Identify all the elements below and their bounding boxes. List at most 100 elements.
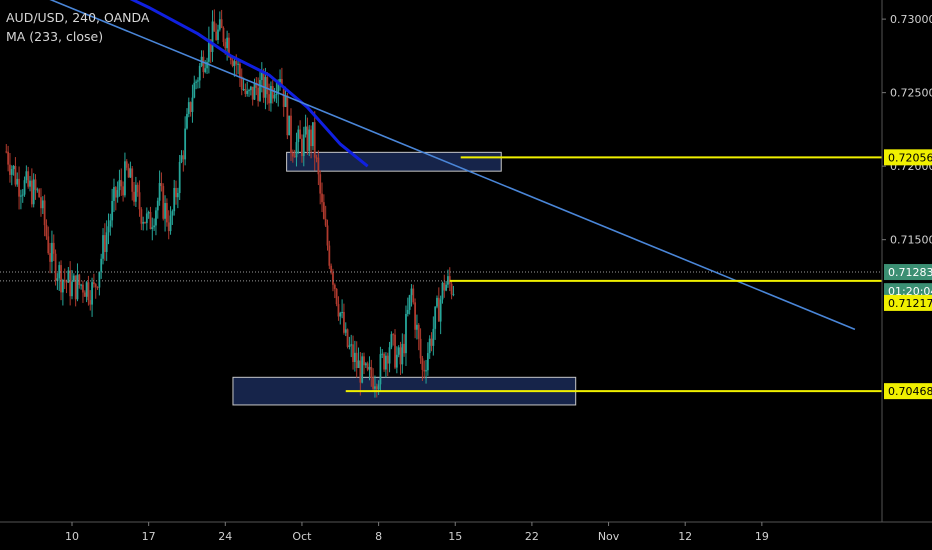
candle-body xyxy=(120,180,123,187)
candle-body xyxy=(129,168,132,178)
candle-body xyxy=(91,282,93,305)
candle-body xyxy=(38,189,41,198)
candle-body xyxy=(406,309,409,314)
candle-body xyxy=(178,161,181,194)
candle-body xyxy=(107,226,110,233)
candle-body xyxy=(412,288,415,303)
candle-body xyxy=(76,274,79,300)
candle-body xyxy=(364,363,367,366)
candle-body xyxy=(27,171,30,187)
candle-body xyxy=(312,122,314,147)
symbol-title[interactable]: AUD/USD, 240, OANDA xyxy=(6,10,150,25)
candle-body xyxy=(93,282,95,285)
trend-line xyxy=(49,0,856,331)
candle-body xyxy=(377,384,380,390)
candle-body xyxy=(295,142,298,158)
candle-body xyxy=(279,78,281,83)
candle-body xyxy=(399,347,402,365)
zones-layer xyxy=(232,151,577,406)
chart-legend: AUD/USD, 240, OANDA MA (233, close) xyxy=(6,8,149,46)
candle-body xyxy=(237,63,239,65)
candle-body xyxy=(322,202,325,219)
zone-rect-0 xyxy=(286,151,502,172)
candle-body xyxy=(417,324,420,339)
candle-body xyxy=(443,282,446,291)
candle-body xyxy=(368,366,371,370)
candle-body xyxy=(288,115,291,136)
candle-body xyxy=(383,353,385,370)
candle-body xyxy=(145,213,148,224)
candle-body xyxy=(321,193,323,203)
x-tick-label-6: 22 xyxy=(525,530,539,543)
candle-body xyxy=(215,31,218,40)
candle-body xyxy=(421,358,424,370)
candle-body xyxy=(164,203,166,219)
price-tag-3 xyxy=(884,294,932,311)
candle-body xyxy=(228,37,230,57)
candle-body xyxy=(304,126,307,135)
candle-body xyxy=(299,129,302,139)
candle-body xyxy=(138,192,141,210)
candle-body xyxy=(10,169,13,175)
candle-body xyxy=(176,193,179,198)
candle-body xyxy=(116,190,119,198)
candle-body xyxy=(51,242,53,262)
candle-body xyxy=(394,334,396,368)
candle-body xyxy=(100,258,103,272)
candle-body xyxy=(343,311,345,333)
candle-body xyxy=(366,363,369,370)
candle-body xyxy=(78,274,81,285)
candle-body xyxy=(239,63,241,77)
candle-body xyxy=(71,281,73,297)
candle-body xyxy=(49,253,51,262)
candle-body xyxy=(395,354,398,368)
candle-body xyxy=(61,280,64,293)
candle-body xyxy=(388,347,391,364)
candle-body xyxy=(353,352,356,363)
candle-body xyxy=(23,180,26,195)
indicator-label[interactable]: MA (233, close) xyxy=(6,29,104,44)
candle-body xyxy=(43,200,46,226)
candles-layer xyxy=(5,9,455,398)
candle-body xyxy=(403,343,406,354)
candle-body xyxy=(386,355,389,364)
candle-body xyxy=(54,253,57,281)
x-tick-label-0: 10 xyxy=(65,530,79,543)
candle-body xyxy=(173,187,176,212)
candle-body xyxy=(224,42,227,49)
candle-body xyxy=(151,227,154,230)
candle-body xyxy=(397,347,400,355)
candle-body xyxy=(202,56,205,73)
x-tick-label-4: 8 xyxy=(375,530,382,543)
candle-body xyxy=(52,242,55,254)
candle-body xyxy=(186,113,188,129)
candle-body xyxy=(244,89,247,94)
candle-body xyxy=(220,19,223,28)
candle-body xyxy=(293,156,296,158)
candle-body xyxy=(361,356,364,383)
candle-body xyxy=(291,152,294,157)
candle-body xyxy=(326,225,329,246)
candle-body xyxy=(363,356,365,366)
candle-body xyxy=(242,89,245,91)
candle-body xyxy=(153,225,156,228)
candle-body xyxy=(213,21,216,32)
candle-body xyxy=(193,82,196,98)
candle-body xyxy=(273,94,276,99)
candle-body xyxy=(109,220,112,227)
candle-body xyxy=(72,275,75,282)
candle-body xyxy=(30,180,33,205)
candle-body xyxy=(195,81,197,83)
candle-body xyxy=(290,115,292,153)
candle-body xyxy=(306,126,309,151)
candle-body xyxy=(317,157,320,175)
candle-body xyxy=(445,284,448,291)
y-tick-label-0: 0.73000 xyxy=(890,13,932,26)
candle-body xyxy=(430,338,433,346)
candle-body xyxy=(206,61,208,69)
candle-body xyxy=(198,65,201,81)
candle-body xyxy=(452,294,455,296)
candle-body xyxy=(270,86,272,104)
